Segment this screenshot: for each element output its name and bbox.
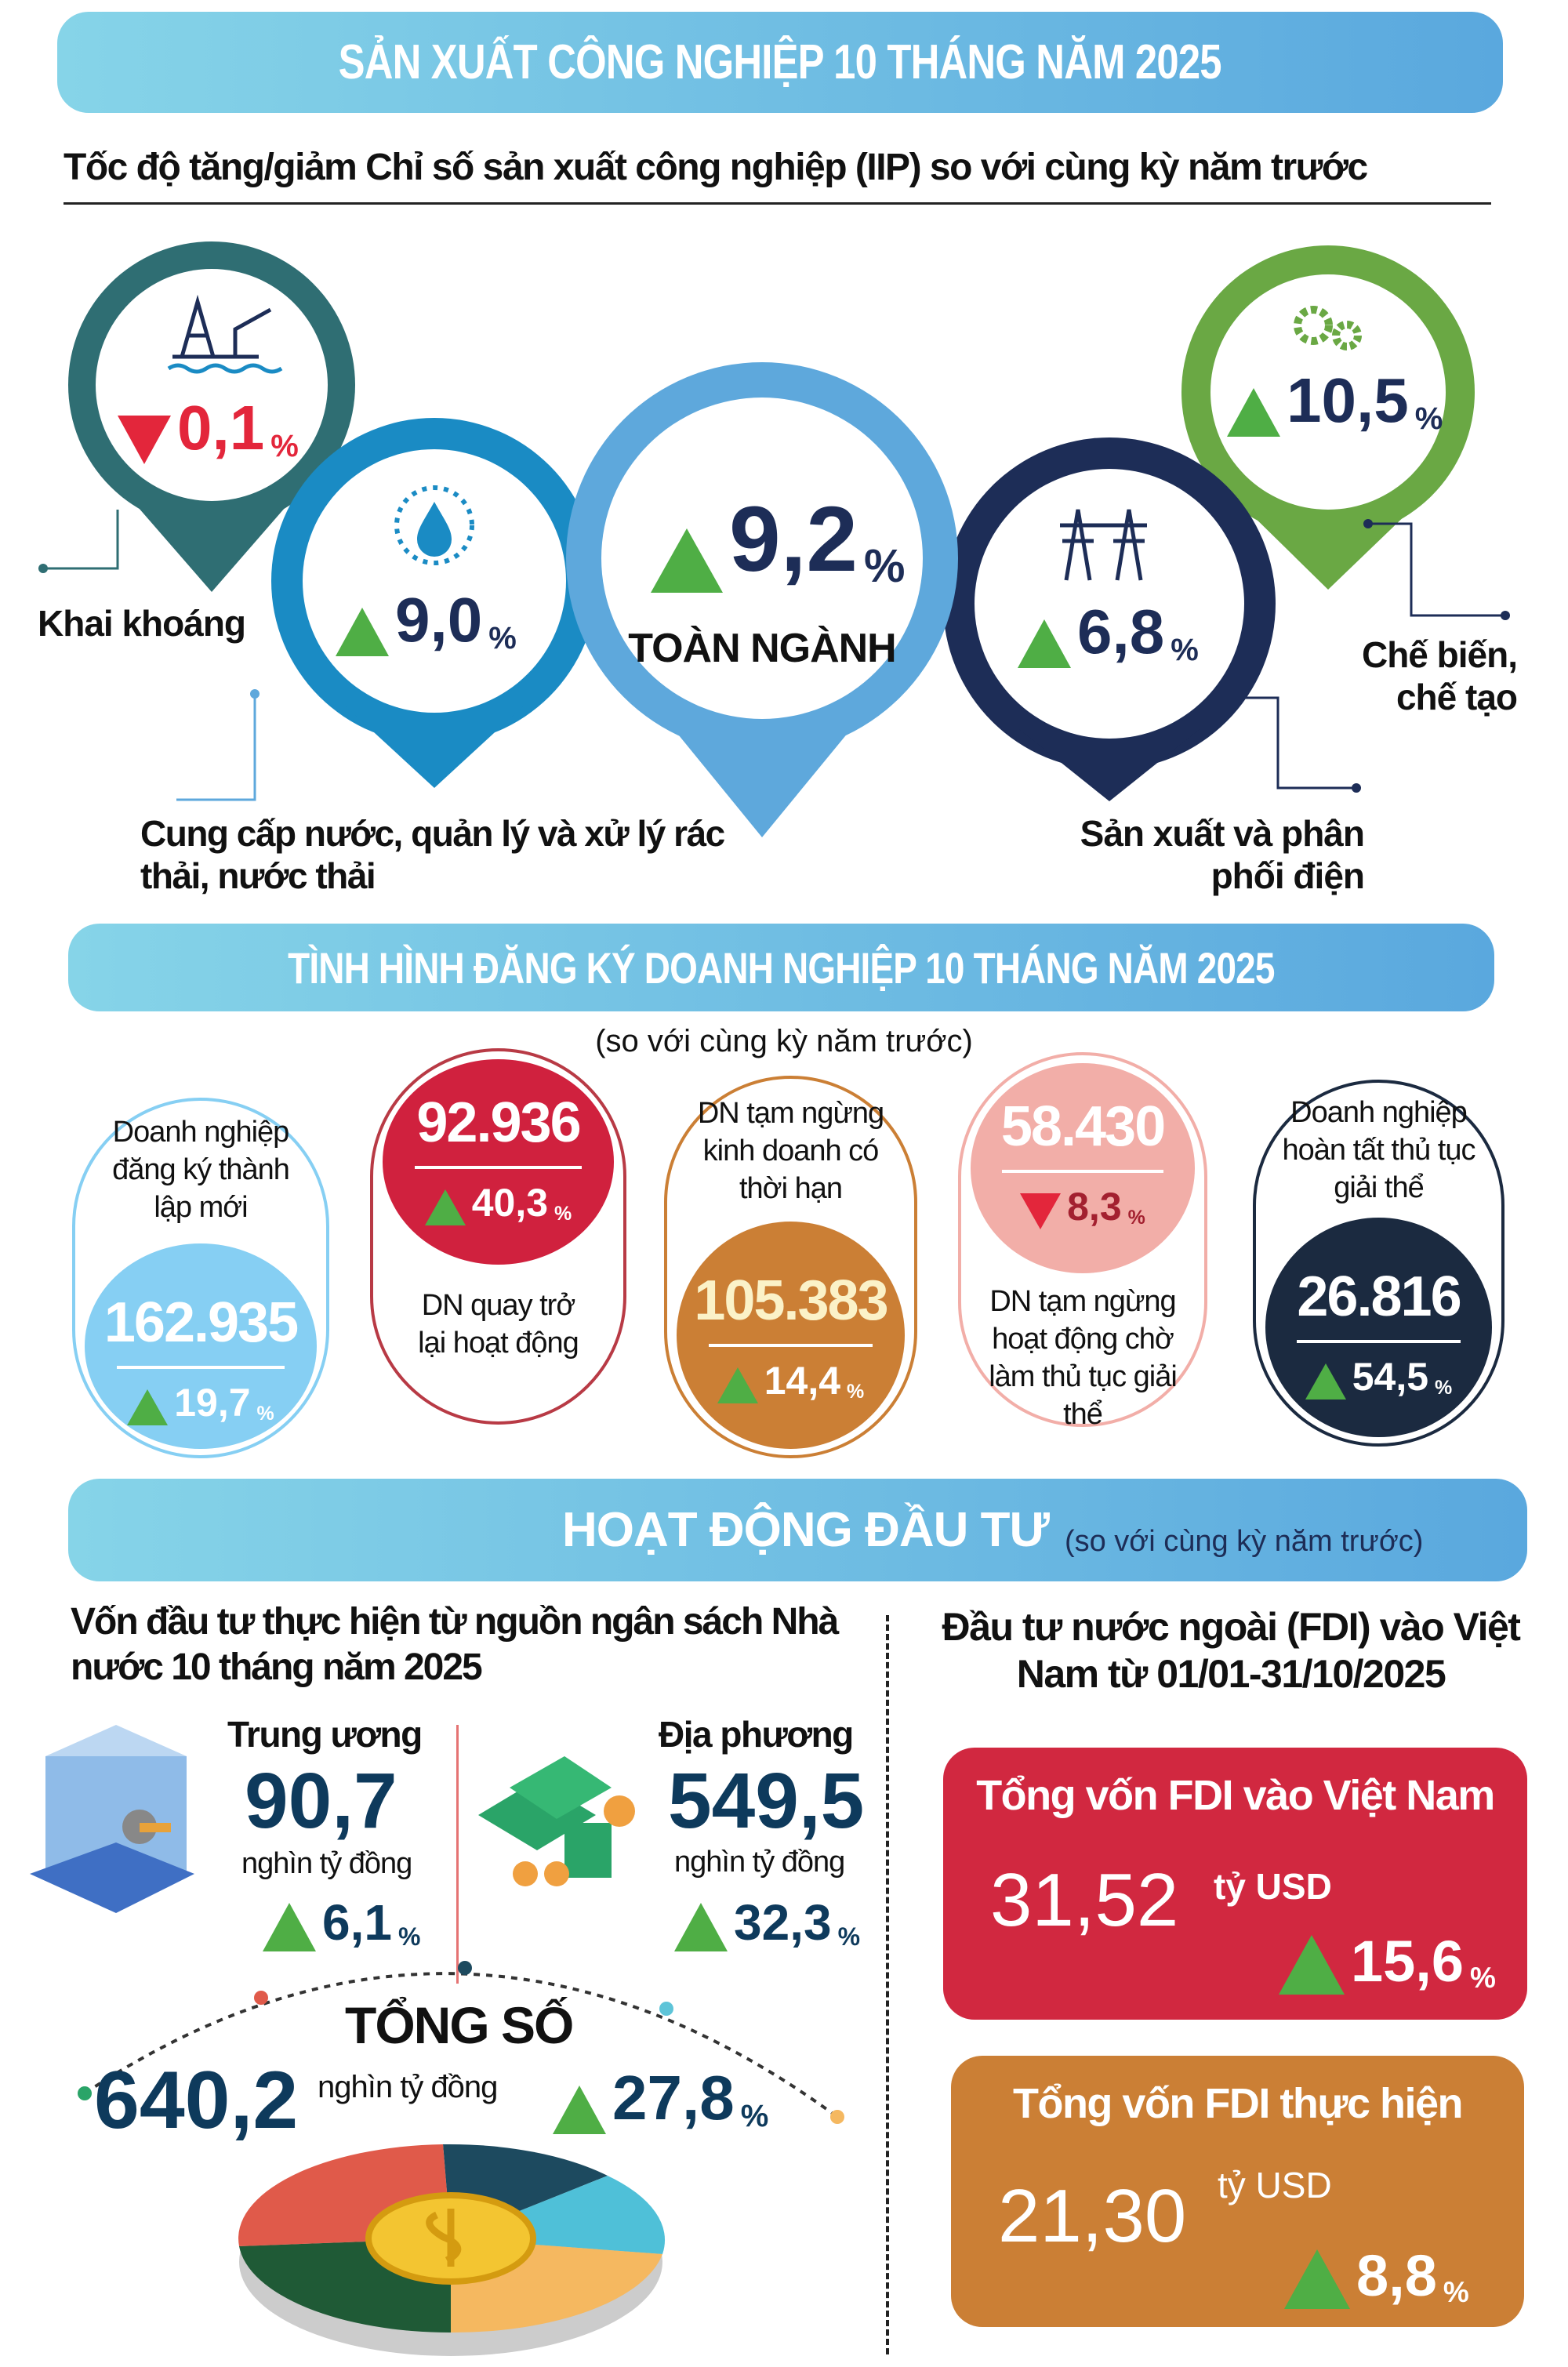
- central-change: 6,1%: [263, 1893, 420, 1951]
- subtitle-underline: [64, 202, 1491, 205]
- investment-banner: HOẠT ĐỘNG ĐẦU TƯ (so với cùng kỳ năm trư…: [68, 1479, 1527, 1581]
- power-tower-icon: [1060, 509, 1147, 581]
- up-triangle-icon: [1279, 1935, 1345, 1995]
- total-label: TỔNG SỐ: [345, 1996, 574, 2054]
- value-circle: 92.936 40,3%: [383, 1059, 614, 1265]
- central-unit: nghìn tỷ đồng: [241, 1847, 412, 1880]
- nuoc-value: 9,0%: [336, 584, 517, 656]
- down-triangle-icon: [1020, 1193, 1062, 1229]
- local-label: Địa phương: [659, 1714, 854, 1755]
- up-triangle-icon: [424, 1189, 466, 1225]
- up-triangle-icon: [1305, 1363, 1346, 1400]
- value-circle: 58.430 8,3%: [971, 1063, 1195, 1273]
- capsule-awaiting-dissolution: 58.430 8,3% DN tạm ngừng hoạt động chờ l…: [958, 1052, 1207, 1431]
- total-value: 640,2: [94, 2055, 299, 2146]
- chebien-label: Chế biến, chế tạo: [1361, 634, 1518, 717]
- main-title-banner: SẢN XUẤT CÔNG NGHIỆP 10 THÁNG NĂM 2025: [57, 12, 1503, 113]
- up-triangle-icon: [553, 2086, 606, 2134]
- capsule-suspended: DN tạm ngừng kinh doanh có thời hạn 105.…: [664, 1076, 917, 1458]
- total-arc-and-pie: [78, 1961, 844, 2356]
- value-circle: 162.935 19,7%: [85, 1243, 317, 1449]
- up-triangle-icon: [674, 1903, 728, 1951]
- nuoc-label: Cung cấp nước, quản lý và xử lý rác thải…: [140, 813, 725, 896]
- capsule-returned: 92.936 40,3% DN quay trở lại hoạt động: [370, 1048, 626, 1425]
- central-value: 90,7: [245, 1757, 397, 1845]
- up-triangle-icon: [717, 1367, 758, 1403]
- main-title: SẢN XUẤT CÔNG NGHIỆP 10 THÁNG NĂM 2025: [338, 35, 1222, 89]
- khai-khoang-label: Khai khoáng: [38, 603, 246, 644]
- up-triangle-icon: [127, 1389, 169, 1425]
- local-change: 32,3%: [674, 1893, 860, 1951]
- budget-divider: [456, 1725, 459, 1984]
- up-triangle-icon: [336, 608, 389, 656]
- value-circle: 26.816 54,5%: [1265, 1218, 1492, 1437]
- chebien-value: 10,5%: [1227, 365, 1443, 437]
- capsule-new: Doanh nghiệp đăng ký thành lập mới 162.9…: [72, 1098, 329, 1458]
- up-triangle-icon: [263, 1903, 316, 1951]
- fdi-heading: Đầu tư nước ngoài (FDI) vào Việt Nam từ …: [942, 1605, 1521, 1696]
- up-triangle-icon: [1018, 619, 1071, 668]
- money-icon: [478, 1756, 635, 1886]
- value-circle: 105.383 14,4%: [677, 1222, 905, 1449]
- budget-heading: Vốn đầu tư thực hiện từ nguồn ngân sách …: [71, 1601, 839, 1688]
- toan-nganh-label: TOÀN NGÀNH: [628, 626, 896, 671]
- business-banner: TÌNH HÌNH ĐĂNG KÝ DOANH NGHIỆP 10 THÁNG …: [68, 924, 1494, 1011]
- gears-icon: [1294, 306, 1362, 350]
- iip-subtitle: Tốc độ tăng/giảm Chỉ số sản xuất công ng…: [64, 147, 1368, 188]
- down-triangle-icon: [118, 416, 171, 464]
- water-drop-icon: [394, 485, 474, 565]
- dien-value: 6,8%: [1018, 596, 1199, 668]
- up-triangle-icon: [651, 528, 723, 593]
- fdi-registered-card: Tổng vốn FDI vào Việt Nam 31,52 tỷ USD 1…: [943, 1748, 1527, 2020]
- local-unit: nghìn tỷ đồng: [674, 1846, 845, 1879]
- total-change: 27,8%: [553, 2062, 768, 2134]
- pie-chart-icon: [238, 2144, 666, 2356]
- iip-pins: [38, 241, 1510, 837]
- central-label: Trung ương: [227, 1714, 423, 1755]
- pin-chebien: [1181, 245, 1510, 620]
- column-divider: [886, 1615, 889, 2354]
- up-triangle-icon: [1227, 388, 1280, 437]
- pin-dien: [943, 437, 1361, 801]
- toan-nganh-value: 9,2%: [651, 486, 906, 593]
- local-value: 549,5: [668, 1757, 865, 1845]
- business-note: (so với cùng kỳ năm trước): [595, 1024, 973, 1058]
- capsule-dissolved: Doanh nghiệp hoàn tất thủ tục giải thể 2…: [1253, 1080, 1504, 1447]
- total-unit: nghìn tỷ đồng: [318, 2070, 498, 2104]
- dien-label: Sản xuất và phân phối điện: [1080, 813, 1365, 896]
- khai-khoang-value: 0,1%: [118, 392, 299, 464]
- up-triangle-icon: [1284, 2249, 1350, 2309]
- bank-icon: [30, 1725, 194, 1913]
- fdi-disbursed-card: Tổng vốn FDI thực hiện 21,30 tỷ USD 8,8%: [951, 2056, 1524, 2327]
- oil-rig-icon: [167, 294, 283, 374]
- pin-toan-nganh: [566, 362, 958, 837]
